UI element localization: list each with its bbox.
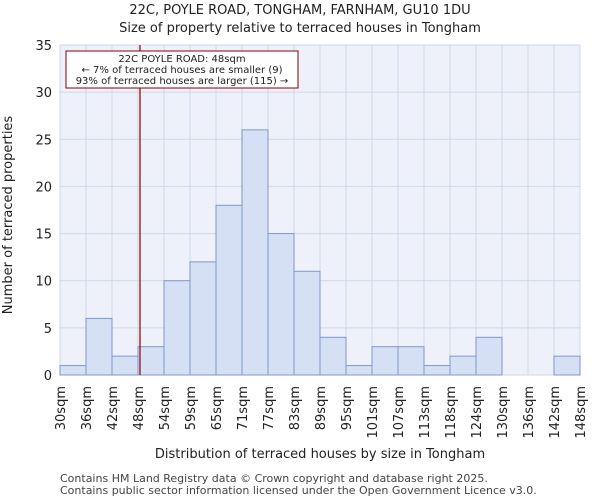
- histogram-bar: [137, 346, 165, 376]
- x-tick-label: 95sqm: [340, 386, 355, 430]
- histogram-bar: [371, 346, 399, 376]
- y-tick-label: 35: [35, 39, 52, 54]
- annotation-frame: [65, 50, 299, 89]
- y-tick-label: 10: [35, 275, 52, 290]
- histogram-bar: [319, 336, 347, 376]
- histogram-bar: [267, 233, 295, 376]
- footer-line-2: Contains public sector information licen…: [60, 484, 537, 497]
- x-tick-label: 83sqm: [288, 386, 303, 430]
- x-ticks: 30sqm 36sqm 42sqm 48sqm 54sqm 59sqm 65sqm 71sqm…: [54, 386, 589, 439]
- histogram-bar: [345, 365, 373, 376]
- annotation-line-3: 93% of terraced houses are larger (115) …: [76, 76, 289, 87]
- histogram-bar: [553, 355, 581, 376]
- x-tick-label: 136sqm: [522, 386, 537, 439]
- histogram-bar: [449, 355, 477, 376]
- y-ticks: 0 5 10 15 20 25 30 35: [35, 39, 52, 384]
- chart-title: 22C, POYLE ROAD, TONGHAM, FARNHAM, GU10 …: [129, 3, 470, 18]
- histogram-bar: [423, 365, 451, 376]
- chart-subtitle: Size of property relative to terraced ho…: [119, 21, 481, 36]
- x-tick-label: 65sqm: [210, 386, 225, 430]
- annotation-box: 22C POYLE ROAD: 48sqm ← 7% of terraced h…: [65, 50, 299, 89]
- y-tick-label: 25: [35, 133, 52, 148]
- x-tick-label: 118sqm: [444, 386, 459, 439]
- histogram-bar: [475, 336, 503, 376]
- histogram-bar: [241, 129, 269, 376]
- histogram-bar: [163, 280, 191, 376]
- x-tick-label: 71sqm: [236, 386, 251, 430]
- x-tick-label: 89sqm: [314, 386, 329, 430]
- x-tick-label: 124sqm: [470, 386, 485, 439]
- y-tick-label: 30: [35, 86, 52, 101]
- y-tick-label: 20: [35, 180, 52, 195]
- histogram-bar: [85, 317, 113, 376]
- histogram-bar: [293, 270, 321, 376]
- x-tick-label: 113sqm: [418, 386, 433, 439]
- y-tick-label: 0: [44, 369, 52, 384]
- footer-line-1: Contains HM Land Registry data © Crown c…: [60, 472, 488, 485]
- x-tick-label: 101sqm: [366, 386, 381, 439]
- histogram-bar: [215, 204, 243, 376]
- histogram-bar: [59, 365, 87, 376]
- annotation-line-1: 22C POYLE ROAD: 48sqm: [118, 54, 245, 65]
- x-axis-label: Distribution of terraced houses by size …: [155, 447, 485, 462]
- x-tick-label: 54sqm: [158, 386, 173, 430]
- x-tick-label: 42sqm: [106, 386, 121, 430]
- annotation-line-2: ← 7% of terraced houses are smaller (9): [82, 65, 283, 76]
- histogram-bar: [189, 261, 217, 376]
- bars-layer: [59, 129, 581, 376]
- y-axis-label: Number of terraced properties: [1, 116, 16, 315]
- x-tick-label: 30sqm: [54, 386, 69, 430]
- x-tick-label: 48sqm: [132, 386, 147, 430]
- histogram-bar: [397, 346, 425, 376]
- x-tick-label: 142sqm: [548, 386, 563, 439]
- histogram-bar: [111, 355, 139, 376]
- x-tick-label: 77sqm: [262, 386, 277, 430]
- x-tick-label: 148sqm: [574, 386, 589, 439]
- x-tick-label: 130sqm: [496, 386, 511, 439]
- x-tick-label: 107sqm: [392, 386, 407, 439]
- x-tick-label: 59sqm: [184, 386, 199, 430]
- y-tick-label: 5: [44, 322, 52, 337]
- y-tick-label: 15: [35, 228, 52, 243]
- x-tick-label: 36sqm: [80, 386, 95, 430]
